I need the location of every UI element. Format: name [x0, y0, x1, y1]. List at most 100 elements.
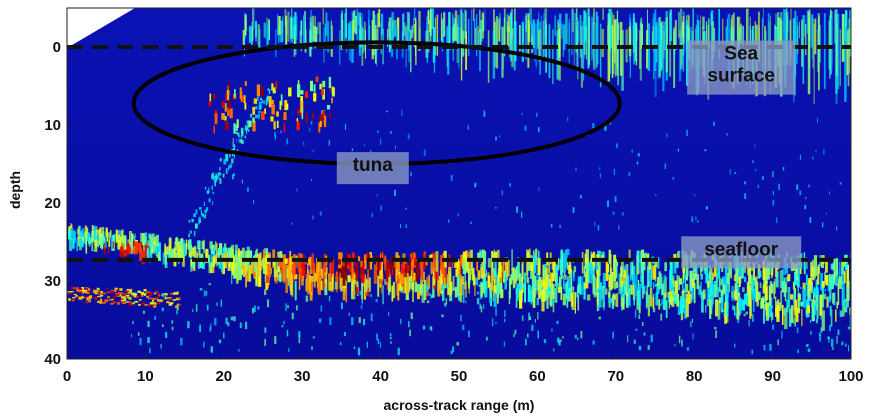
- deep-tail-echo: [298, 335, 301, 344]
- seafloor-echo: [487, 258, 491, 268]
- surface-clutter-streak: [252, 8, 255, 30]
- seafloor-echo: [449, 281, 453, 295]
- surface-clutter-streak: [503, 8, 506, 45]
- seafloor-echo: [458, 280, 460, 301]
- secondary-reflection: [140, 291, 145, 295]
- seafloor-echo: [268, 265, 272, 278]
- secondary-reflection: [106, 291, 111, 294]
- seafloor-echo: [364, 274, 366, 287]
- deep-tail-echo: [522, 284, 524, 289]
- seafloor-echo: [626, 293, 629, 308]
- seafloor-echo: [251, 260, 254, 274]
- tuna-echo: [236, 119, 239, 128]
- seafloor-echo: [127, 247, 131, 253]
- water-column-speck: [817, 117, 819, 123]
- secondary-reflection: [144, 304, 148, 306]
- water-column-speck: [323, 120, 325, 124]
- surface-clutter-streak: [718, 9, 720, 60]
- tuna-echo: [236, 124, 238, 131]
- seafloor-echo: [330, 258, 333, 277]
- seafloor-echo: [500, 273, 502, 288]
- seafloor-echo: [631, 259, 634, 271]
- seafloor-echo: [148, 249, 151, 263]
- seafloor-echo: [471, 267, 474, 275]
- seafloor-echo: [342, 281, 346, 301]
- tuna-echo: [283, 122, 286, 133]
- deep-tail-echo: [610, 298, 613, 304]
- seafloor-echo: [825, 275, 829, 282]
- deep-tail-echo: [450, 350, 453, 354]
- seafloor-echo: [323, 271, 326, 291]
- water-column-speck: [450, 175, 453, 181]
- deep-tail-echo: [375, 298, 378, 303]
- deep-tail-echo: [551, 328, 553, 332]
- seafloor-echo: [329, 263, 331, 283]
- seafloor-echo: [689, 294, 692, 304]
- seafloor-echo: [435, 251, 439, 272]
- multipath-echo-speck: [214, 180, 217, 187]
- seafloor-echo: [583, 282, 586, 290]
- seafloor-echo: [310, 276, 314, 282]
- seafloor-echo: [764, 265, 767, 279]
- deep-tail-echo: [233, 316, 236, 322]
- seafloor-echo: [177, 242, 181, 255]
- surface-clutter-streak: [841, 14, 845, 62]
- seafloor-echo: [831, 274, 834, 290]
- deep-tail-echo: [359, 290, 362, 296]
- seafloor-echo: [179, 248, 183, 261]
- seafloor-echo: [279, 258, 282, 268]
- tuna-echo: [313, 84, 316, 93]
- seafloor-echo: [614, 283, 617, 289]
- seafloor-echo: [402, 276, 405, 294]
- deep-tail-echo: [842, 341, 844, 345]
- seafloor-echo: [629, 294, 631, 307]
- seafloor-echo: [406, 261, 408, 277]
- seafloor-echo: [399, 273, 404, 285]
- surface-clutter-streak: [738, 16, 741, 46]
- seafloor-echo: [647, 294, 650, 317]
- water-column-speck: [377, 130, 379, 133]
- surface-clutter-streak: [661, 20, 663, 69]
- deep-tail-echo: [553, 348, 555, 352]
- secondary-reflection: [84, 290, 87, 294]
- secondary-reflection: [161, 299, 165, 301]
- water-column-speck: [274, 131, 276, 137]
- seafloor-echo: [164, 253, 167, 268]
- surface-clutter-streak: [479, 9, 481, 33]
- seafloor-echo: [710, 289, 713, 308]
- water-column-speck: [233, 173, 235, 176]
- multipath-echo-speck: [267, 88, 270, 91]
- surface-clutter-streak: [565, 13, 568, 44]
- deep-tail-echo: [650, 334, 653, 343]
- tuna-echo: [275, 80, 278, 90]
- secondary-reflection: [71, 299, 75, 302]
- seafloor-echo: [646, 285, 649, 307]
- water-column-speck: [805, 197, 807, 200]
- tuna-echo: [272, 87, 276, 94]
- seafloor-echo: [524, 284, 526, 303]
- deep-tail-echo: [480, 305, 483, 313]
- water-column-speck: [604, 124, 607, 131]
- seafloor-echo: [562, 253, 566, 273]
- deep-tail-echo: [203, 341, 205, 348]
- surface-clutter-streak: [702, 16, 705, 30]
- deep-tail-echo: [426, 300, 430, 304]
- deep-tail-echo: [503, 341, 505, 347]
- seafloor-echo: [725, 295, 729, 316]
- water-column-speck: [457, 213, 459, 217]
- seafloor-echo: [464, 284, 466, 289]
- surface-clutter-streak: [294, 11, 297, 37]
- multipath-echo-speck: [232, 142, 234, 148]
- seafloor-echo: [257, 256, 261, 277]
- water-column-speck: [344, 123, 347, 130]
- deep-tail-echo: [389, 336, 392, 340]
- deep-tail-echo: [828, 337, 830, 343]
- multipath-echo-speck: [240, 135, 243, 139]
- deep-tail-echo: [223, 332, 225, 339]
- surface-clutter-streak: [345, 8, 347, 38]
- deep-tail-echo: [291, 312, 294, 320]
- tuna-echo: [227, 85, 230, 96]
- seafloor-echo: [821, 310, 825, 331]
- seafloor-echo: [825, 260, 828, 273]
